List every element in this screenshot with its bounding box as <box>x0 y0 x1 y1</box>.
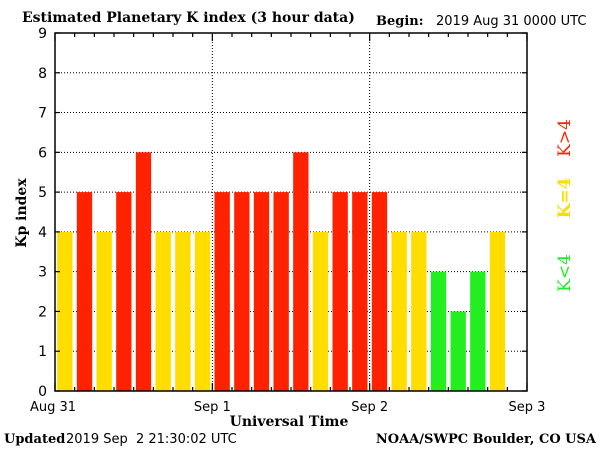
kp-bar <box>470 271 486 391</box>
y-tick-label: 5 <box>38 185 47 201</box>
kp-bar <box>293 152 309 391</box>
kp-bar <box>135 152 152 391</box>
kp-bar <box>450 311 466 391</box>
x-tick-label: Sep 3 <box>509 400 546 415</box>
y-tick-label: 9 <box>38 26 47 42</box>
kp-bar <box>175 231 191 391</box>
kp-bar <box>489 231 506 391</box>
kp-bar <box>253 192 270 391</box>
y-tick-label: 1 <box>38 344 47 360</box>
x-tick-label: Aug 31 <box>30 400 76 415</box>
kp-bar <box>352 192 368 391</box>
legend-k-less-4: K<4 <box>555 254 575 292</box>
bar-series <box>57 152 506 391</box>
y-tick-label: 8 <box>38 66 47 82</box>
kp-bar <box>332 192 348 391</box>
kp-bar <box>76 192 93 391</box>
y-tick-label: 2 <box>38 304 47 320</box>
kp-bar <box>57 231 73 391</box>
y-tick-label: 6 <box>38 145 47 161</box>
kp-bar <box>155 231 171 391</box>
grid-lines <box>55 33 527 391</box>
plot-frame <box>54 32 528 392</box>
y-tick-label: 4 <box>38 225 47 241</box>
kp-bar <box>194 231 211 391</box>
kp-bar <box>371 192 388 391</box>
begin-value: 2019 Aug 31 0000 UTC <box>436 14 586 29</box>
y-tick-label: 0 <box>38 384 47 400</box>
y-axis-label: Kp index <box>14 178 30 248</box>
axis-ticks: 0 1 2 3 4 5 6 7 8 9 Aug 31 Sep 1 Sep 2 Sep 3 <box>30 26 545 415</box>
kp-bar <box>234 192 250 391</box>
kp-bar <box>214 192 230 391</box>
legend-k-greater-4: K>4 <box>555 119 575 157</box>
begin-label: Begin: <box>376 14 424 29</box>
x-tick-label: Sep 1 <box>194 400 231 415</box>
kp-bar <box>116 192 132 391</box>
chart-title: Estimated Planetary K index (3 hour data… <box>22 10 355 26</box>
legend-k-equal-4: K=4 <box>555 177 575 218</box>
y-tick-label: 7 <box>38 106 47 122</box>
x-tick-label: Sep 2 <box>351 400 388 415</box>
x-axis-label: Universal Time <box>230 414 349 430</box>
kp-bar <box>430 271 447 391</box>
updated-value: 2019 Sep 2 21:30:02 UTC <box>66 432 237 447</box>
kp-bar <box>391 231 407 391</box>
credit-text: NOAA/SWPC Boulder, CO USA <box>376 432 597 447</box>
y-tick-label: 3 <box>38 265 47 281</box>
kp-bar <box>312 231 329 391</box>
kp-bar <box>273 192 289 391</box>
updated-label: Updated <box>4 432 65 447</box>
kp-bar <box>411 231 427 391</box>
kp-bar <box>96 231 112 391</box>
